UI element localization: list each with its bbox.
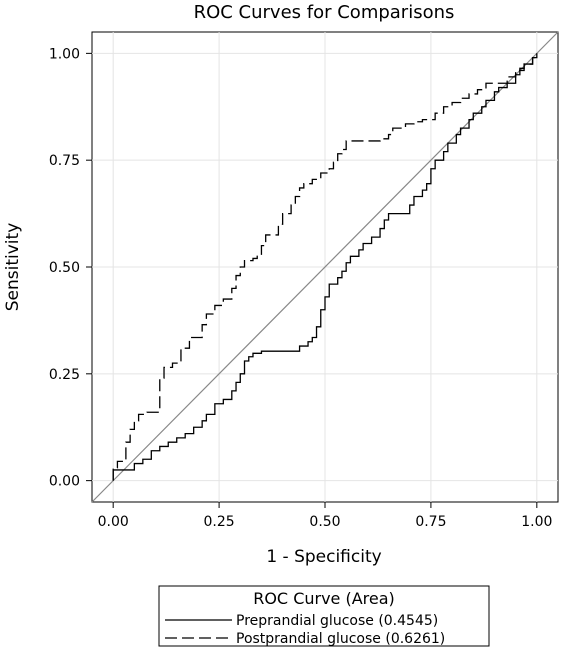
legend-box — [158, 585, 490, 647]
y-tick-label: 0.50 — [49, 260, 80, 276]
y-axis-label: Sensitivity — [3, 223, 23, 312]
x-tick-label: 0.50 — [309, 514, 340, 530]
x-axis-label: 1 - Specificity — [266, 547, 381, 567]
x-tick-label: 0.75 — [415, 514, 446, 530]
y-tick-label: 1.00 — [49, 46, 80, 62]
x-tick-label: 0.25 — [204, 514, 235, 530]
series-line-postprandial — [112, 53, 538, 481]
y-axis-tick-labels: 0.00 0.25 0.50 0.75 1.00 — [49, 46, 80, 489]
x-tick-label: 1.00 — [521, 514, 552, 530]
x-tick-label: 0.00 — [98, 514, 129, 530]
y-tick-label: 0.00 — [49, 474, 80, 490]
legend-entry-postprandial: Postprandial glucose (0.6261) — [236, 631, 445, 647]
x-axis-ticks — [112, 502, 538, 508]
series-line-preprandial — [112, 53, 538, 481]
grid-lines — [92, 32, 558, 502]
y-tick-label: 0.25 — [49, 367, 80, 383]
legend-title: ROC Curve (Area) — [253, 589, 395, 608]
chart-title: ROC Curves for Comparisons — [194, 2, 455, 23]
y-axis-ticks — [86, 52, 92, 482]
legend: ROC Curve (Area) Preprandial glucose (0.… — [158, 585, 490, 647]
reference-diagonal-line — [91, 31, 559, 503]
y-tick-label: 0.75 — [49, 153, 80, 169]
legend-entry-preprandial: Preprandial glucose (0.4545) — [236, 613, 438, 629]
x-axis-tick-labels: 0.00 0.25 0.50 0.75 1.00 — [98, 514, 553, 530]
